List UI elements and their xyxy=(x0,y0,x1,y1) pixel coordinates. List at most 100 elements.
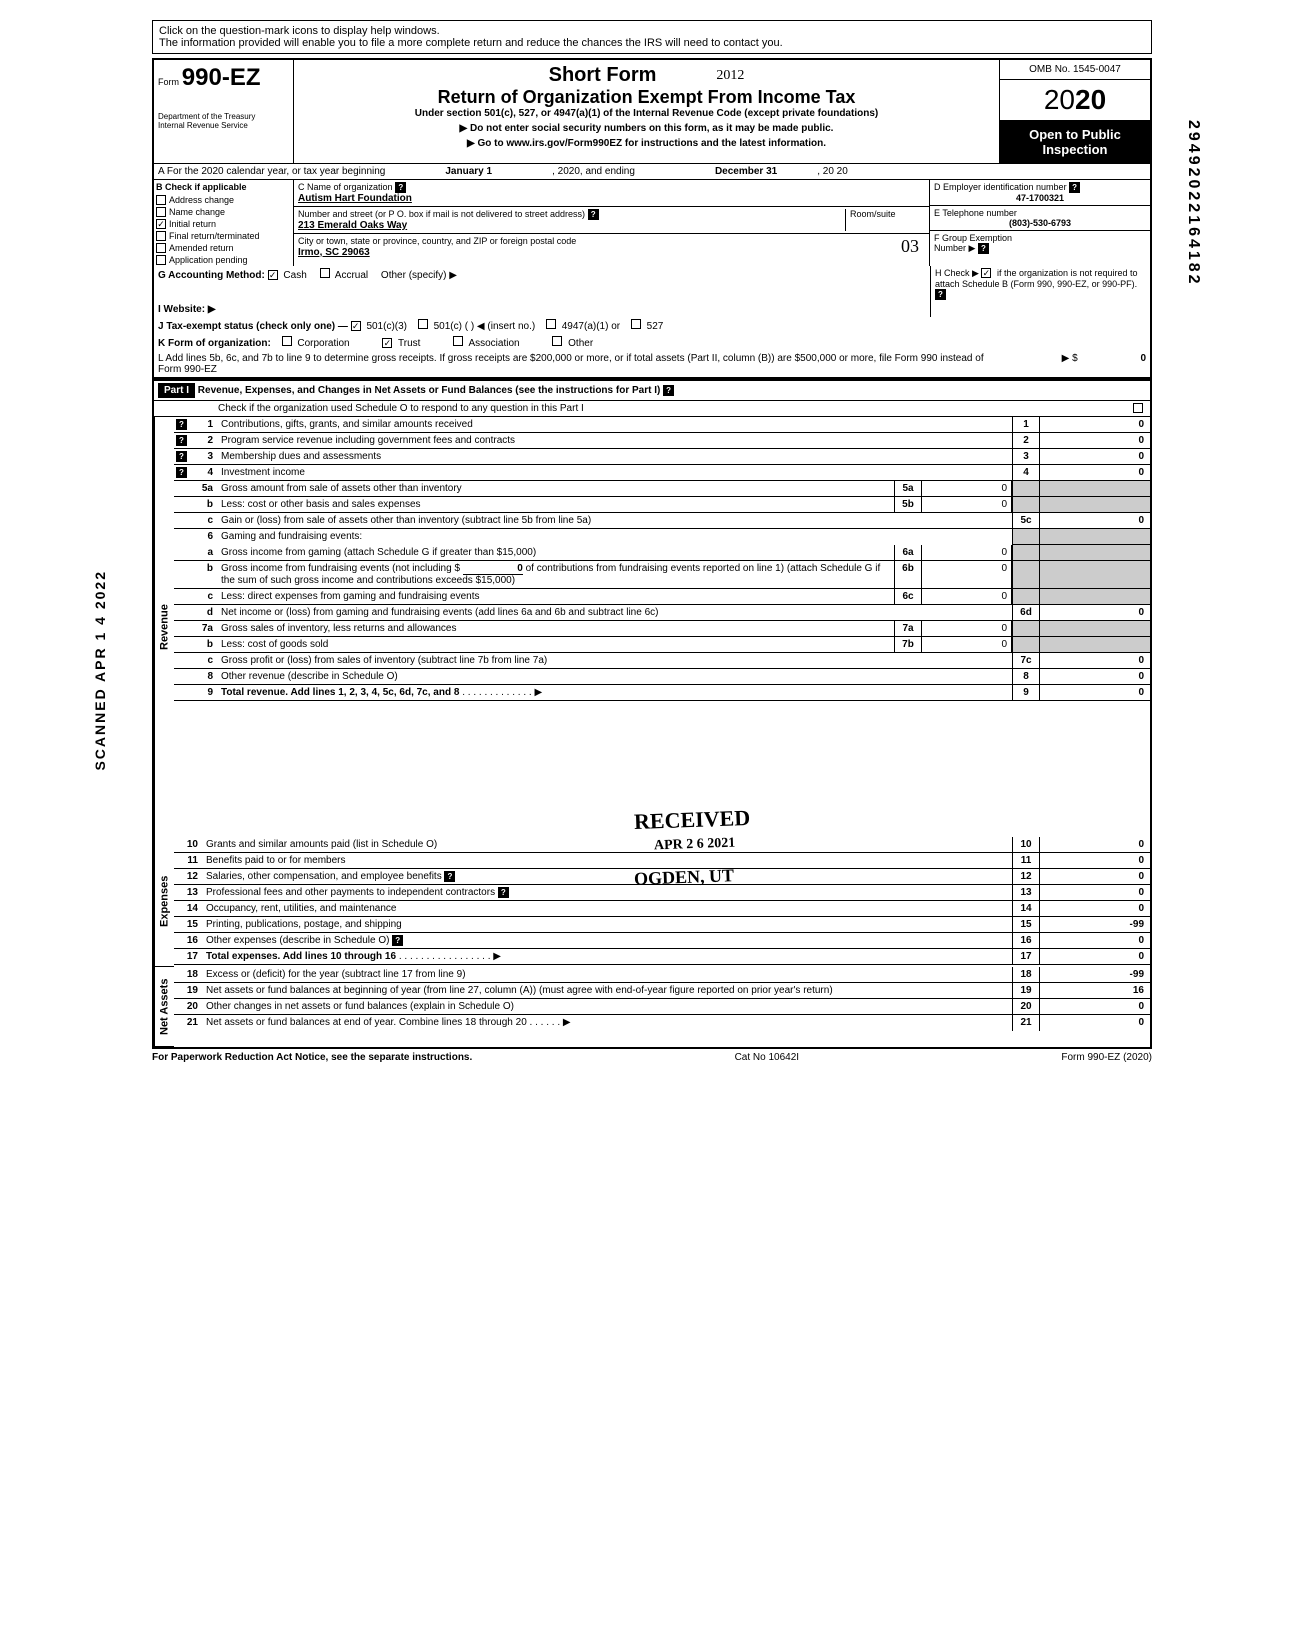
line-11: 11 Benefits paid to or for members 11 0 xyxy=(174,853,1150,869)
checkbox-icon[interactable] xyxy=(156,195,166,205)
under-section: Under section 501(c), 527, or 4947(a)(1)… xyxy=(298,108,995,119)
ein-value: 47-1700321 xyxy=(934,193,1146,203)
revenue-side-label: Revenue xyxy=(154,417,174,837)
line-15: 15 Printing, publications, postage, and … xyxy=(174,917,1150,933)
part1-title: Revenue, Expenses, and Changes in Net As… xyxy=(198,385,661,396)
row-a: A For the 2020 calendar year, or tax yea… xyxy=(152,163,1152,180)
line-19: 19 Net assets or fund balances at beginn… xyxy=(174,983,1150,999)
line-8: 8 Other revenue (describe in Schedule O)… xyxy=(174,669,1150,685)
d-row: D Employer identification number ? 47-17… xyxy=(930,180,1150,206)
checkbox-other[interactable] xyxy=(552,336,562,346)
netassets-side-label: Net Assets xyxy=(154,967,174,1047)
row-a-endyear: , 20 20 xyxy=(817,166,848,177)
check-amended[interactable]: Amended return xyxy=(154,242,293,254)
help-icon[interactable]: ? xyxy=(176,467,187,478)
checkbox-cash[interactable]: ✓ xyxy=(268,270,278,280)
line-9: 9 Total revenue. Add lines 1, 2, 3, 4, 5… xyxy=(174,685,1150,701)
checkbox-icon[interactable]: ✓ xyxy=(156,219,166,229)
e-row: E Telephone number (803)-530-6793 xyxy=(930,206,1150,231)
help-icon[interactable]: ? xyxy=(978,243,989,254)
line-2: ? 2 Program service revenue including go… xyxy=(174,433,1150,449)
check-pending[interactable]: Application pending xyxy=(154,254,293,266)
c-city-row: City or town, state or province, country… xyxy=(294,234,929,260)
row-k: K Form of organization: Corporation ✓ Tr… xyxy=(152,334,1152,351)
help-icon[interactable]: ? xyxy=(392,935,403,946)
f-label: F Group Exemption xyxy=(934,233,1012,243)
checkbox-h[interactable]: ✓ xyxy=(981,268,991,278)
checkbox-icon[interactable] xyxy=(156,255,166,265)
checkbox-501c3[interactable]: ✓ xyxy=(351,321,361,331)
row-l: L Add lines 5b, 6c, and 7b to line 9 to … xyxy=(152,351,1152,379)
checkbox-icon[interactable] xyxy=(156,231,166,241)
line-20: 20 Other changes in net assets or fund b… xyxy=(174,999,1150,1015)
help-icon[interactable]: ? xyxy=(935,289,946,300)
check-initial[interactable]: ✓Initial return xyxy=(154,218,293,230)
check-final[interactable]: Final return/terminated xyxy=(154,230,293,242)
omb-number: OMB No. 1545-0047 xyxy=(1000,60,1150,80)
help-icon[interactable]: ? xyxy=(1069,182,1080,193)
help-icon[interactable]: ? xyxy=(395,182,406,193)
checkbox-4947[interactable] xyxy=(546,319,556,329)
c-street-label: Number and street (or P O. box if mail i… xyxy=(298,209,585,219)
short-form-label: Short Form xyxy=(549,64,657,87)
checkbox-schedule-o[interactable] xyxy=(1133,403,1143,413)
row-a-begin: January 1 xyxy=(445,166,492,177)
help-line-2: The information provided will enable you… xyxy=(159,37,1145,49)
org-name: Autism Hart Foundation xyxy=(298,193,412,204)
checkbox-assoc[interactable] xyxy=(453,336,463,346)
l-arrow: ▶ $ xyxy=(1062,353,1078,364)
line-13: 13 Professional fees and other payments … xyxy=(174,885,1150,901)
col-de: D Employer identification number ? 47-17… xyxy=(930,180,1150,266)
line-17: 17 Total expenses. Add lines 10 through … xyxy=(174,949,1150,965)
row-i: I Website: ▶ xyxy=(152,302,1152,317)
checkbox-527[interactable] xyxy=(631,319,641,329)
header-left: Form 990-EZ Department of the Treasury I… xyxy=(154,60,294,163)
footer-right: Form 990-EZ (2020) xyxy=(1061,1052,1152,1063)
form-header: Form 990-EZ Department of the Treasury I… xyxy=(152,58,1152,163)
l-text: L Add lines 5b, 6c, and 7b to line 9 to … xyxy=(158,353,986,375)
d-label: D Employer identification number xyxy=(934,182,1067,192)
line-6a: a Gross income from gaming (attach Sched… xyxy=(174,545,1150,561)
c-name-label: C Name of organization xyxy=(298,182,393,192)
line-3: ? 3 Membership dues and assessments 3 0 xyxy=(174,449,1150,465)
b-label: B Check if applicable xyxy=(154,180,293,194)
checkbox-501c[interactable] xyxy=(418,319,428,329)
checkbox-icon[interactable] xyxy=(156,243,166,253)
header-right: OMB No. 1545-0047 2020 Open to Public In… xyxy=(1000,60,1150,163)
g-label: G Accounting Method: xyxy=(158,270,265,281)
help-icon[interactable]: ? xyxy=(176,451,187,462)
f-label2: Number ▶ xyxy=(934,243,975,253)
c-street-row: Number and street (or P O. box if mail i… xyxy=(294,207,929,234)
checkbox-trust[interactable]: ✓ xyxy=(382,338,392,348)
room-label: Room/suite xyxy=(850,209,896,219)
help-icon[interactable]: ? xyxy=(176,435,187,446)
row-a-end: December 31 xyxy=(715,166,777,177)
form-page: SCANNED APR 1 4 2022 29492022164182 Clic… xyxy=(152,20,1152,1066)
part1-check-text: Check if the organization used Schedule … xyxy=(218,403,584,414)
tax-year: 2020 xyxy=(1000,80,1150,121)
open-public-label: Open to Public Inspection xyxy=(1000,121,1150,163)
help-icon[interactable]: ? xyxy=(498,887,509,898)
footer-left: For Paperwork Reduction Act Notice, see … xyxy=(152,1052,472,1063)
netassets-lines: 18 Excess or (deficit) for the year (sub… xyxy=(174,967,1150,1047)
line-6: 6 Gaming and fundraising events: xyxy=(174,529,1150,545)
row-j: J Tax-exempt status (check only one) — ✓… xyxy=(152,317,1152,334)
checkbox-corp[interactable] xyxy=(282,336,292,346)
line-6d: d Net income or (loss) from gaming and f… xyxy=(174,605,1150,621)
form-prefix: Form xyxy=(158,77,179,87)
checkbox-icon[interactable] xyxy=(156,207,166,217)
checkbox-accrual[interactable] xyxy=(320,268,330,278)
help-icon[interactable]: ? xyxy=(444,871,455,882)
check-name[interactable]: Name change xyxy=(154,206,293,218)
help-icon[interactable]: ? xyxy=(588,209,599,220)
help-icon[interactable]: ? xyxy=(663,385,674,396)
check-address[interactable]: Address change xyxy=(154,194,293,206)
line-21: 21 Net assets or fund balances at end of… xyxy=(174,1015,1150,1031)
k-label: K Form of organization: xyxy=(158,338,271,349)
line-5c: c Gain or (loss) from sale of assets oth… xyxy=(174,513,1150,529)
help-icon[interactable]: ? xyxy=(176,419,187,430)
h-label: H Check ▶ xyxy=(935,268,979,278)
e-label: E Telephone number xyxy=(934,208,1017,218)
expense-lines: 10 Grants and similar amounts paid (list… xyxy=(174,837,1150,967)
part1-label: Part I xyxy=(158,383,195,398)
